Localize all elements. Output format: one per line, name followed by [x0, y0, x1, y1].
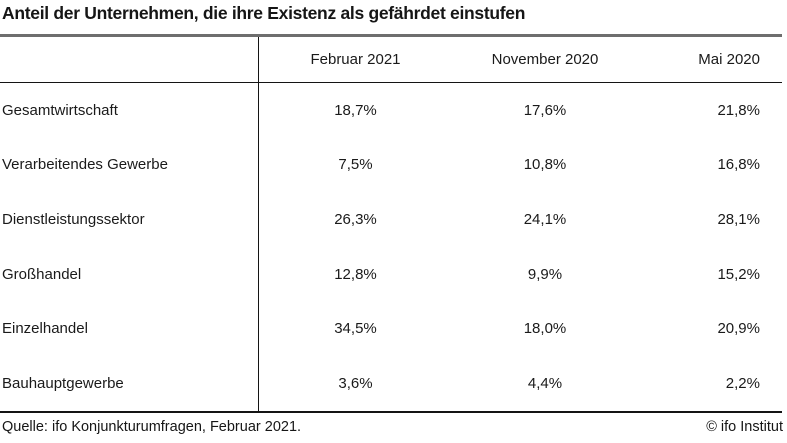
table-cell: 18,7% — [258, 83, 452, 138]
table-cell: 18,0% — [523, 320, 567, 338]
copyright-note: © ifo Institut — [706, 419, 783, 435]
source-note: Quelle: ifo Konjunkturumfragen, Februar … — [2, 419, 302, 435]
row-label-dienstleistungssektor: Dienstleistungssektor — [2, 211, 145, 229]
row-label-verarbeitendes-gewerbe: Verarbeitendes Gewerbe — [2, 156, 168, 174]
column-header-feb-2021: Februar 2021 — [258, 37, 452, 83]
table-cell: 10,8% — [523, 156, 567, 174]
row-label-gesamtwirtschaft: Gesamtwirtschaft — [2, 101, 118, 119]
table-cell: 17,6% — [523, 101, 567, 119]
table-cell: 12,8% — [258, 246, 452, 302]
data-table: Februar 2021 November 2020 Mai 2020 Gesa… — [0, 34, 782, 413]
column-header-mai-2020: Mai 2020 — [638, 37, 782, 83]
table-cell: 15,2% — [717, 265, 760, 283]
table-cell: 4,4% — [527, 375, 563, 393]
table-cell: 20,9% — [717, 320, 760, 338]
table-cell: 28,1% — [717, 211, 760, 229]
table-cell: 7,5% — [258, 137, 452, 193]
row-label-einzelhandel: Einzelhandel — [2, 320, 88, 338]
table-cell: 16,8% — [717, 156, 760, 174]
table-cell: 21,8% — [717, 101, 760, 119]
table-cell: 24,1% — [523, 211, 567, 229]
table-cell: 34,5% — [258, 301, 452, 357]
table-cell: 2,2% — [725, 375, 760, 393]
row-label-grosshandel: Großhandel — [2, 265, 82, 283]
header-empty-cell — [0, 37, 258, 83]
table-cell: 26,3% — [258, 192, 452, 247]
table-cell: 9,9% — [527, 265, 563, 283]
row-label-bauhauptgewerbe: Bauhauptgewerbe — [2, 375, 124, 393]
column-header-nov-2020: November 2020 — [452, 37, 638, 83]
footer: Quelle: ifo Konjunkturumfragen, Februar … — [2, 419, 783, 435]
page-title: Anteil der Unternehmen, die ihre Existen… — [2, 3, 526, 23]
table-cell: 3,6% — [258, 356, 452, 411]
